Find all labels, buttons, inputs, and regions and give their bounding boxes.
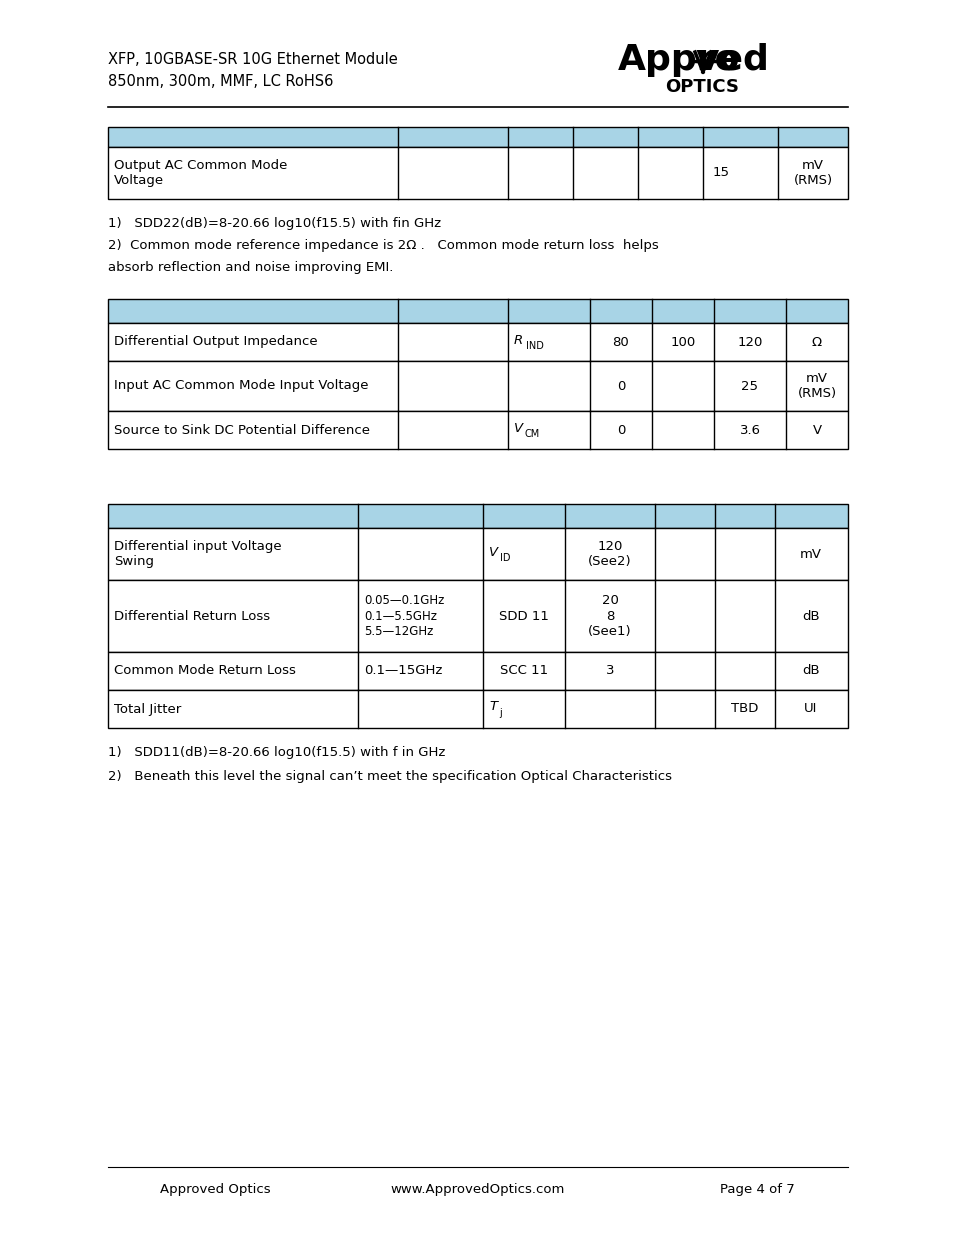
Text: 3.6: 3.6: [739, 424, 760, 436]
Text: Source to Sink DC Potential Difference: Source to Sink DC Potential Difference: [113, 424, 370, 436]
Text: Input AC Common Mode Input Voltage: Input AC Common Mode Input Voltage: [113, 379, 368, 393]
Text: dB: dB: [801, 610, 819, 622]
Text: mV
(RMS): mV (RMS): [793, 159, 832, 188]
Text: UI: UI: [803, 703, 817, 715]
Bar: [108, 127, 847, 147]
Text: 850nm, 300m, MMF, LC RoHS6: 850nm, 300m, MMF, LC RoHS6: [108, 74, 333, 89]
Text: Differential Return Loss: Differential Return Loss: [113, 610, 270, 622]
Bar: [108, 529, 847, 580]
Text: ved: ved: [695, 43, 768, 77]
Text: 120
(See2): 120 (See2): [588, 540, 631, 568]
Text: CM: CM: [524, 429, 539, 438]
Text: R: R: [514, 333, 522, 347]
Text: Total Jitter: Total Jitter: [113, 703, 181, 715]
Text: Approved Optics: Approved Optics: [160, 1183, 271, 1197]
Text: TBD: TBD: [731, 703, 758, 715]
Text: 100: 100: [670, 336, 695, 348]
Text: V: V: [489, 546, 497, 558]
Text: 2)  Common mode reference impedance is 2Ω .   Common mode return loss  helps: 2) Common mode reference impedance is 2Ω…: [108, 240, 659, 252]
Bar: [108, 690, 847, 727]
Text: 1)   SDD11(dB)=8-20.66 log10(f15.5) with f in GHz: 1) SDD11(dB)=8-20.66 log10(f15.5) with f…: [108, 746, 445, 760]
Bar: [108, 504, 847, 529]
Text: 2)   Beneath this level the signal can’t meet the specification Optical Characte: 2) Beneath this level the signal can’t m…: [108, 769, 671, 783]
Text: 80: 80: [612, 336, 629, 348]
Text: V: V: [812, 424, 821, 436]
Bar: [108, 299, 847, 324]
Bar: [108, 324, 847, 361]
Text: 1)   SDD22(dB)=8-20.66 log10(f15.5) with fin GHz: 1) SDD22(dB)=8-20.66 log10(f15.5) with f…: [108, 217, 440, 230]
Text: mV
(RMS): mV (RMS): [797, 372, 836, 400]
Text: 0.05—0.1GHz
0.1—5.5GHz
5.5—12GHz: 0.05—0.1GHz 0.1—5.5GHz 5.5—12GHz: [364, 594, 444, 638]
Text: 15: 15: [712, 167, 729, 179]
Text: 0: 0: [617, 379, 624, 393]
Text: Appro: Appro: [618, 43, 740, 77]
Text: T: T: [489, 700, 497, 714]
Text: www.ApprovedOptics.com: www.ApprovedOptics.com: [390, 1183, 564, 1197]
Text: Differential Output Impedance: Differential Output Impedance: [113, 336, 317, 348]
Text: V: V: [514, 421, 522, 435]
Text: Output AC Common Mode
Voltage: Output AC Common Mode Voltage: [113, 159, 287, 188]
Bar: [108, 361, 847, 411]
Text: SCC 11: SCC 11: [499, 664, 547, 678]
Text: Ω: Ω: [811, 336, 821, 348]
Text: Page 4 of 7: Page 4 of 7: [720, 1183, 794, 1197]
Text: IND: IND: [525, 341, 543, 351]
Text: j: j: [498, 708, 501, 718]
Text: absorb reflection and noise improving EMI.: absorb reflection and noise improving EM…: [108, 261, 393, 274]
Text: 25: 25: [740, 379, 758, 393]
Text: Differential input Voltage
Swing: Differential input Voltage Swing: [113, 540, 281, 568]
Bar: [108, 411, 847, 450]
Text: XFP, 10GBASE-SR 10G Ethernet Module: XFP, 10GBASE-SR 10G Ethernet Module: [108, 53, 397, 68]
Text: mV: mV: [800, 547, 821, 561]
Text: 120: 120: [737, 336, 761, 348]
Text: OPTICS: OPTICS: [664, 78, 739, 96]
Bar: [108, 147, 847, 199]
Bar: [108, 652, 847, 690]
Text: Common Mode Return Loss: Common Mode Return Loss: [113, 664, 295, 678]
Text: 20
8
(See1): 20 8 (See1): [588, 594, 631, 638]
Text: SDD 11: SDD 11: [498, 610, 548, 622]
Text: dB: dB: [801, 664, 819, 678]
Text: 3: 3: [605, 664, 614, 678]
Text: 0.1—15GHz: 0.1—15GHz: [364, 664, 442, 678]
Text: 0: 0: [617, 424, 624, 436]
Text: ID: ID: [499, 553, 510, 563]
Bar: [108, 580, 847, 652]
